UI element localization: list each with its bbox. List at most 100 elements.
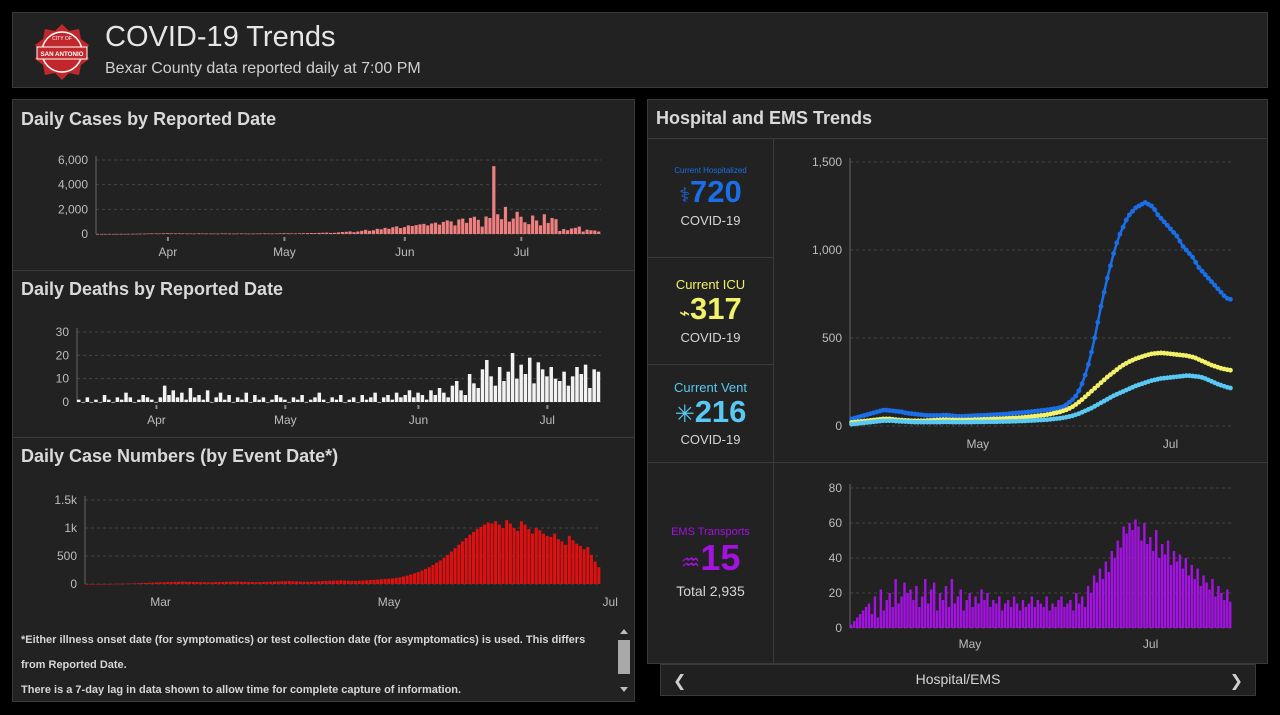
bar <box>424 399 429 402</box>
series-line <box>851 201 1231 421</box>
bar <box>201 399 206 402</box>
previous-arrow-icon[interactable]: ❮ <box>673 673 687 690</box>
bar <box>1205 582 1208 628</box>
bar <box>971 607 974 628</box>
bar <box>585 229 589 234</box>
bar <box>150 233 154 235</box>
bar <box>850 624 853 628</box>
daily-deaths-chart[interactable]: 30 20 10 0 Apr May Jun Jul <box>13 314 634 436</box>
bar <box>1051 603 1054 628</box>
x-tick-label: Jun <box>395 245 414 259</box>
bar <box>394 577 398 584</box>
series-point <box>1209 279 1214 285</box>
bar <box>1003 603 1007 628</box>
bar <box>356 231 360 234</box>
bar <box>136 583 140 584</box>
bar <box>192 397 197 402</box>
bar <box>1039 603 1042 628</box>
bar <box>129 583 133 585</box>
bar <box>184 581 188 584</box>
event-cases-chart[interactable]: 1.5k 1k 500 0 Mar May Jul <box>13 480 634 620</box>
bar <box>450 385 455 402</box>
bar <box>1036 600 1039 628</box>
stat-ems-sub: Total 2,935 <box>676 583 745 599</box>
series-point <box>1228 385 1233 391</box>
bar <box>442 557 446 584</box>
bar <box>329 232 333 234</box>
bar <box>497 367 502 402</box>
bar <box>579 374 584 402</box>
bar <box>546 222 550 234</box>
bar <box>1217 586 1220 628</box>
bar <box>424 568 428 584</box>
x-tick-label: Jun <box>409 413 428 427</box>
bar <box>265 581 269 584</box>
stat-ems-value: 15 <box>700 537 741 578</box>
bar <box>379 579 383 584</box>
series-point <box>1164 222 1170 228</box>
x-tick-label: May <box>378 595 401 609</box>
bar <box>344 231 348 234</box>
bar <box>154 402 158 403</box>
bar <box>254 582 258 584</box>
daily-cases-chart[interactable]: 6,000 4,000 2,000 0 Apr May Jun Jul <box>13 144 634 268</box>
bar <box>461 218 465 234</box>
bar <box>453 225 457 234</box>
bar <box>1069 600 1072 628</box>
series-point <box>1089 388 1094 394</box>
scroll-thumb[interactable] <box>618 640 630 674</box>
hospital-trends-chart[interactable]: 1,500 1,000 500 0 May Jul <box>774 140 1268 460</box>
bar <box>272 581 276 584</box>
bar <box>394 392 399 402</box>
bar <box>158 233 162 235</box>
bar <box>573 227 577 234</box>
bar <box>371 230 375 234</box>
stethoscope-icon: ⚕ <box>679 185 691 207</box>
bar <box>221 581 225 584</box>
series-point <box>1190 254 1195 260</box>
hospital-ems-panel: Hospital and EMS Trends Current Hospital… <box>647 99 1268 665</box>
bar <box>861 610 865 628</box>
bar <box>336 232 341 234</box>
bar <box>442 392 446 402</box>
footnote-scrollbar[interactable] <box>617 625 631 697</box>
bar <box>210 582 214 584</box>
bar <box>301 233 306 234</box>
next-arrow-icon[interactable]: ❯ <box>1229 673 1243 690</box>
series-point <box>1095 319 1101 325</box>
series-point <box>1098 303 1104 309</box>
bar <box>485 360 489 402</box>
scroll-up-icon[interactable] <box>620 629 628 634</box>
bar <box>346 580 350 584</box>
series-point <box>1092 385 1098 391</box>
bar <box>1107 572 1111 628</box>
bar <box>290 233 294 234</box>
bar <box>446 554 450 584</box>
bar <box>534 528 538 584</box>
bar <box>294 233 298 235</box>
bar <box>107 233 111 235</box>
bar <box>204 233 208 235</box>
bar <box>212 233 216 235</box>
bar <box>441 221 445 234</box>
bar <box>596 371 601 402</box>
bar <box>1143 523 1146 628</box>
bar <box>348 231 352 234</box>
bar <box>1119 547 1122 628</box>
bar <box>147 582 151 584</box>
bar <box>1223 600 1226 628</box>
ems-transports-chart[interactable]: 80 60 40 20 0 May Jul <box>774 464 1268 664</box>
bar <box>1196 568 1199 628</box>
x-tick-mark <box>155 405 158 409</box>
stat-ems-label: EMS Transports <box>671 526 750 538</box>
scroll-down-icon[interactable] <box>620 687 628 692</box>
bar <box>540 369 545 402</box>
x-tick-label: May <box>959 637 982 651</box>
bar <box>569 228 574 234</box>
bar <box>188 388 193 402</box>
bar <box>1128 523 1131 628</box>
bar <box>96 233 100 235</box>
bar <box>361 580 365 584</box>
bar <box>1113 558 1116 628</box>
bar <box>426 225 430 234</box>
